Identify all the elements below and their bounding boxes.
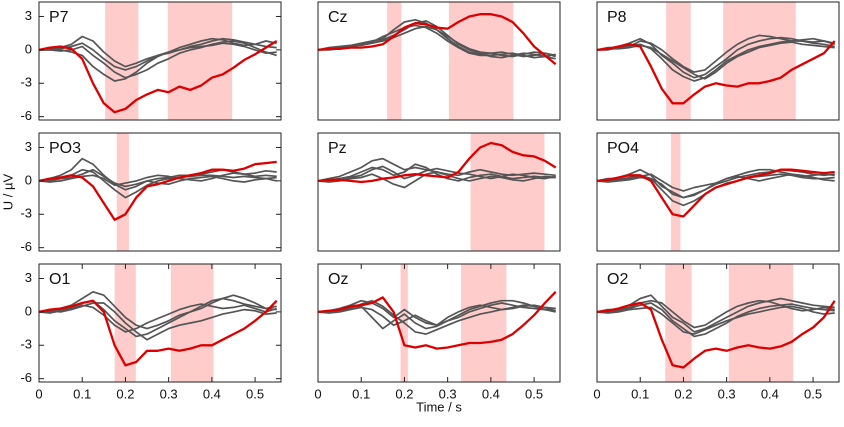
panel-frame: [596, 263, 840, 383]
panel-frame: [596, 132, 840, 252]
series-line: [318, 304, 556, 327]
series-line: [318, 163, 556, 182]
x-tick-label: 0.3: [160, 386, 178, 401]
x-tick-label: 0.2: [116, 386, 134, 401]
x-tick-label: 0.3: [439, 386, 457, 401]
panel-frame: [317, 263, 561, 383]
y-tick-label: -3: [20, 75, 32, 90]
series-line: [318, 141, 557, 184]
x-tick-label: 0.1: [352, 386, 370, 401]
panel-title: P8: [607, 9, 627, 26]
highlight-band: [461, 264, 507, 382]
panel-frame: [38, 132, 282, 252]
highlight-band: [167, 2, 233, 120]
x-tick-label: 0.4: [761, 386, 779, 401]
plot-area: [39, 157, 277, 221]
x-tick-label: 0.1: [73, 386, 91, 401]
series-line: [39, 168, 277, 199]
x-tick-label: 0: [593, 386, 600, 401]
plot-area: [318, 13, 557, 66]
panel-frame: [317, 1, 561, 121]
x-tick-label: 0.5: [525, 386, 543, 401]
y-tick-label: 0: [25, 172, 32, 187]
series-line: [597, 294, 835, 333]
y-tick-label: -6: [20, 239, 32, 254]
series-line: [318, 165, 556, 182]
x-tick-label: 0: [35, 386, 42, 401]
y-tick-label: -6: [20, 370, 32, 385]
panel-title: PO3: [49, 140, 81, 157]
panel-title: Oz: [328, 271, 348, 288]
plot-area: [597, 168, 835, 218]
series-line: [597, 173, 835, 199]
highlight-band: [448, 2, 514, 120]
x-tick-label: 0: [314, 386, 321, 401]
panel-title: Cz: [328, 9, 348, 26]
series-line: [39, 290, 277, 330]
panel-title: P7: [49, 9, 69, 26]
x-tick-label: 0.2: [674, 386, 692, 401]
x-tick-label: 0.5: [804, 386, 822, 401]
y-tick-label: 3: [25, 139, 32, 154]
x-tick-label: 0.3: [718, 386, 736, 401]
plot-area: [597, 294, 836, 369]
series-line: [318, 25, 556, 58]
plot-area: [318, 141, 557, 189]
highlight-band: [728, 264, 794, 382]
highlight-band: [116, 133, 129, 251]
series-line: [39, 302, 277, 341]
y-tick-label: 3: [25, 8, 32, 23]
x-tick-label: 0.2: [395, 386, 413, 401]
series-line: [318, 291, 557, 350]
series-line: [597, 36, 835, 79]
x-tick-label: 0.4: [482, 386, 500, 401]
series-line: [39, 42, 277, 71]
panel-frame: [596, 1, 840, 121]
y-tick-label: 3: [25, 270, 32, 285]
series-line: [597, 168, 835, 218]
panel-title: O2: [607, 271, 628, 288]
series-line: [318, 299, 556, 327]
panel-frame: [38, 263, 282, 383]
x-tick-label: 0.4: [203, 386, 221, 401]
highlight-band: [105, 2, 139, 120]
plot-area: [318, 291, 557, 350]
panel-title: Pz: [328, 140, 347, 157]
highlight-band: [723, 2, 796, 120]
series-line: [318, 13, 557, 66]
series-line: [597, 300, 836, 369]
series-line: [39, 299, 278, 367]
y-axis-label: U / µV: [0, 173, 15, 210]
x-axis-label: Time / s: [416, 399, 462, 414]
y-tick-label: 0: [25, 41, 32, 56]
series-line: [597, 305, 835, 335]
series-line: [318, 18, 556, 58]
series-line: [597, 40, 836, 105]
series-line: [39, 160, 277, 221]
y-tick-label: -3: [20, 206, 32, 221]
x-tick-label: 0.1: [631, 386, 649, 401]
panel-frame: [317, 132, 561, 252]
highlight-band: [670, 133, 681, 251]
plot-area: [597, 34, 836, 105]
panel-frame: [38, 1, 282, 121]
y-tick-label: -3: [20, 337, 32, 352]
y-tick-label: -6: [20, 108, 32, 123]
series-line: [39, 303, 277, 333]
panel-title: PO4: [607, 140, 639, 157]
y-tick-label: 0: [25, 303, 32, 318]
series-line: [39, 40, 277, 79]
highlight-band: [387, 2, 402, 120]
series-line: [318, 171, 556, 189]
plot-area: [39, 35, 278, 114]
panel-title: O1: [49, 271, 70, 288]
highlight-band: [470, 133, 545, 251]
series-line: [597, 302, 835, 338]
series-line: [597, 34, 835, 73]
plot-area: [39, 290, 278, 367]
x-tick-label: 0.5: [246, 386, 264, 401]
series-line: [39, 40, 278, 114]
